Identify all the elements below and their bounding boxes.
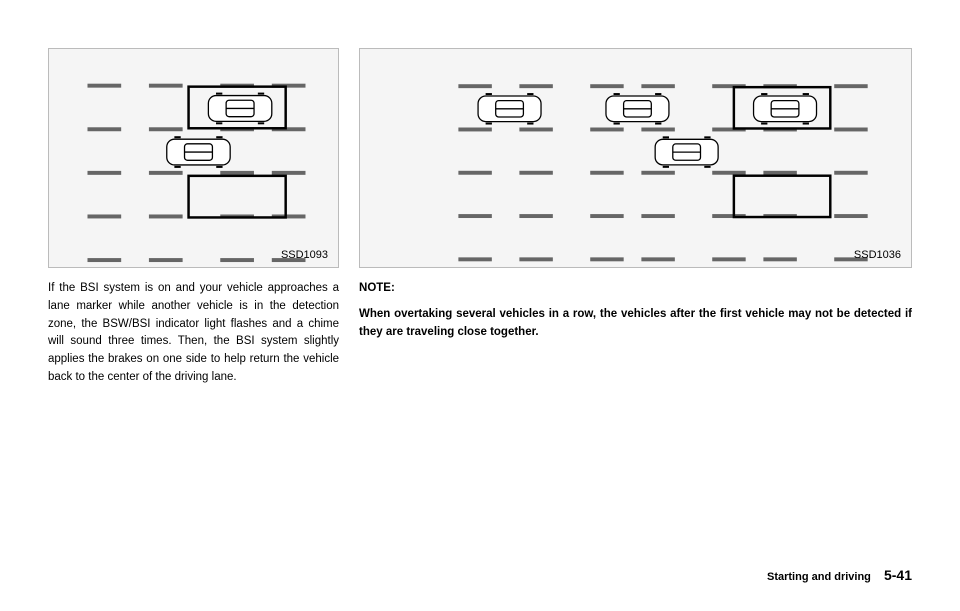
figure-label-right: SSD1036 — [854, 249, 901, 261]
figure-ssd1036: SSD1036 — [359, 48, 912, 268]
bsi-description-paragraph: If the BSI system is on and your vehicle… — [48, 280, 339, 387]
footer-page-number: 5-41 — [884, 567, 912, 583]
page-content: SSD1093 If the BSI system is on and your… — [0, 0, 960, 387]
note-label: NOTE: — [359, 280, 912, 298]
left-column: SSD1093 If the BSI system is on and your… — [48, 48, 339, 387]
note-body: When overtaking several vehicles in a ro… — [359, 306, 912, 342]
figure-label-left: SSD1093 — [281, 249, 328, 261]
footer-section-title: Starting and driving — [767, 571, 871, 583]
right-column: SSD1036 NOTE: When overtaking several ve… — [359, 48, 912, 387]
figure-ssd1093: SSD1093 — [48, 48, 339, 268]
page-footer: Starting and driving 5-41 — [767, 567, 912, 583]
